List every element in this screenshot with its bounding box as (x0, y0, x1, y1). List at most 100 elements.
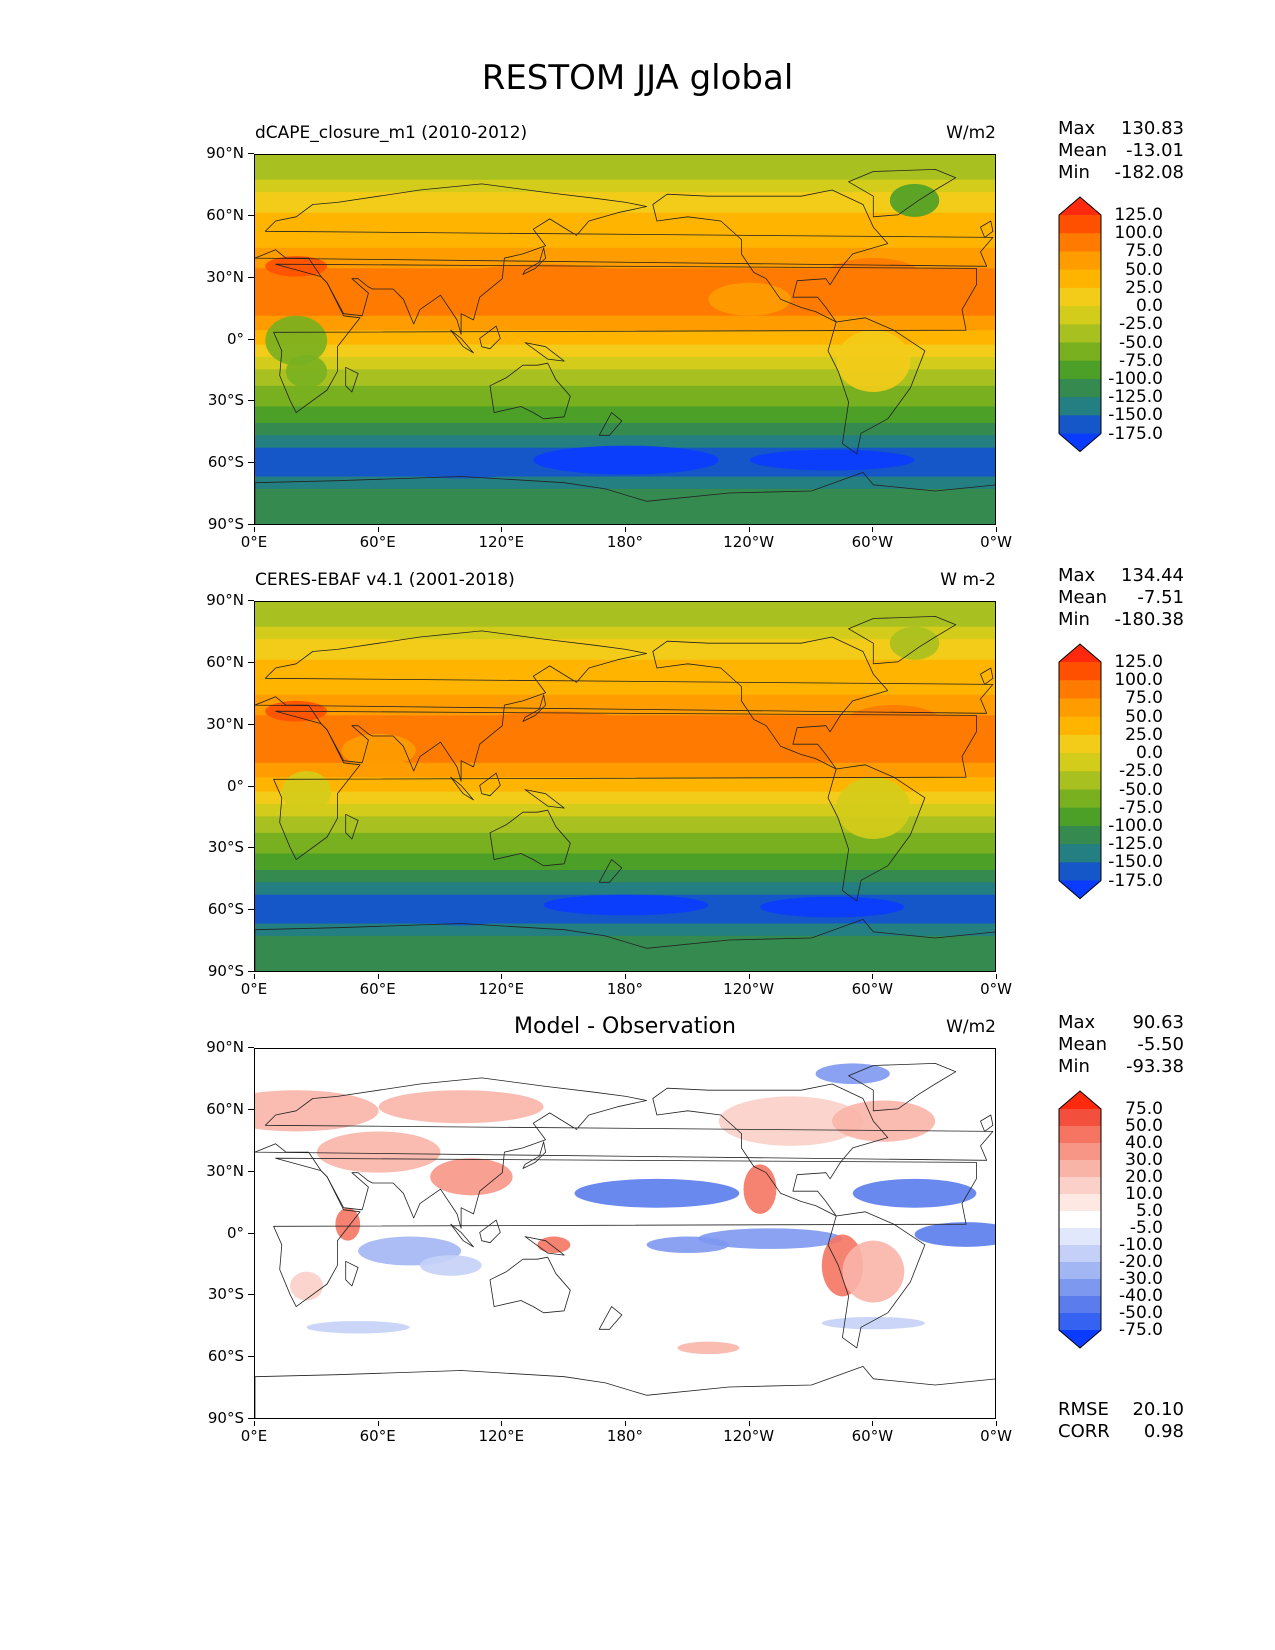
shading-feature (285, 354, 328, 388)
shading-band (255, 832, 995, 855)
x-tick-label: 60°E (338, 1421, 418, 1445)
shading-band (255, 853, 995, 871)
shading-band (255, 315, 995, 332)
stat-label: Max (1058, 565, 1096, 586)
coastline-japan (522, 247, 546, 275)
shading-feature (595, 725, 740, 759)
x-tick-label: 120°E (461, 527, 541, 551)
stat-value: 20.10 (1132, 1399, 1184, 1420)
shading-feature (677, 1341, 740, 1355)
shading-feature (889, 183, 940, 217)
coastline-antarctica (255, 919, 995, 971)
colorbar-tick-label: 25.0 (1125, 724, 1163, 745)
colorbar-segment (1059, 1126, 1101, 1144)
colorbar-segment (1059, 251, 1101, 271)
coastline-greenland (848, 616, 957, 665)
colorbar-segment (1059, 415, 1101, 435)
shading-band (255, 639, 995, 661)
shading-band (255, 923, 995, 937)
colorbar-tick-label: -100.0 (1108, 368, 1163, 389)
colorbar-segment (1059, 662, 1101, 681)
stat-value: -182.08 (1114, 162, 1184, 183)
coastline-australia (489, 1256, 571, 1314)
colorbar-tick-label: 0.0 (1135, 296, 1163, 317)
map-canvas (255, 155, 995, 524)
stat-label: Min (1058, 609, 1090, 630)
shading-feature (537, 1236, 571, 1254)
y-tick-label: 90°N (184, 1038, 254, 1056)
stat-value: -13.01 (1125, 140, 1184, 161)
stat-value: 130.83 (1121, 118, 1184, 139)
colorbar-segment (1059, 397, 1101, 416)
shading-feature (419, 1255, 482, 1276)
stat-value: -7.51 (1137, 587, 1184, 608)
stat-value: -93.38 (1125, 1056, 1184, 1077)
shading-band (255, 435, 995, 449)
colorbar-segment (1059, 1109, 1101, 1127)
colorbar-tick-label: -150.0 (1108, 405, 1163, 426)
y-tick-label: 60°N (184, 206, 254, 224)
x-tick-label: 60°E (338, 974, 418, 998)
stat-row: Mean -5.50 (1058, 1034, 1184, 1056)
shading-feature (265, 255, 328, 277)
colorbar-tick-label: 30.0 (1125, 1150, 1163, 1170)
colorbar-segment (1059, 716, 1101, 736)
coastline-eurasia (255, 183, 994, 335)
colorbar-tick-label: 125.0 (1114, 205, 1163, 225)
colorbar (1058, 643, 1102, 904)
colorbar-tick-label: 20.0 (1125, 1167, 1163, 1187)
stat-label: Mean (1058, 140, 1108, 161)
x-tick-label: 120°W (709, 1421, 789, 1445)
colorbar-extend-min (1059, 1330, 1101, 1348)
x-tick-label: 180° (585, 527, 665, 551)
coastline-sumatra (450, 1223, 474, 1248)
shading-feature (436, 268, 528, 302)
colorbar-segment (1059, 1279, 1101, 1297)
shading-feature (533, 445, 719, 475)
colorbar (1058, 643, 1102, 900)
colorbar-tick-label: -125.0 (1108, 387, 1163, 408)
colorbar-tick-label: 5.0 (1135, 1201, 1163, 1221)
coastline-nz (598, 412, 623, 436)
coastline-eurasia (255, 630, 994, 782)
coastline-sumatra (450, 776, 474, 801)
x-tick-label: 0°E (214, 1421, 294, 1445)
shading-feature (842, 1240, 905, 1303)
shading-feature (281, 771, 332, 813)
x-tick-label: 0°E (214, 974, 294, 998)
colorbar-segment (1059, 233, 1101, 252)
stat-row: Min -182.08 (1058, 162, 1184, 184)
shading-band (255, 476, 995, 490)
shading-feature (743, 1164, 777, 1214)
coastline-borneo (479, 772, 501, 797)
colorbar-segment (1059, 789, 1101, 809)
stat-value: 134.44 (1121, 565, 1184, 586)
colorbar-tick-label: -40.0 (1119, 1286, 1163, 1306)
shading-band (255, 179, 995, 194)
stat-label: Min (1058, 162, 1090, 183)
colorbar-segment (1059, 1143, 1101, 1161)
coastline-japan (522, 694, 546, 722)
colorbar-tick-label: 75.0 (1125, 241, 1163, 262)
x-tick-label: 0°E (214, 527, 294, 551)
colorbar-segment (1059, 1313, 1101, 1331)
y-tick-label: 30°N (184, 715, 254, 733)
map-frame (254, 154, 996, 525)
x-tick-label: 180° (585, 974, 665, 998)
stat-label: Mean (1058, 587, 1108, 608)
x-tick-label: 0°W (956, 1421, 1036, 1445)
coastline-uk (980, 667, 994, 685)
colorbar-tick-label: 0.0 (1135, 743, 1163, 764)
shading-feature (749, 449, 915, 471)
colorbar-outline (1058, 196, 1102, 453)
stat-value: 90.63 (1132, 1012, 1184, 1033)
map-panel-1: dCAPE_closure_m1 (2010-2012) W/m2 90°N 60°N… (0, 0, 1275, 551)
shading-band (255, 422, 995, 437)
shading-band (255, 777, 995, 793)
colorbar-tick-label: 10.0 (1125, 1184, 1163, 1204)
y-tick-label: 90°S (184, 962, 254, 980)
shading-feature (842, 705, 946, 747)
y-tick-label: 90°N (184, 144, 254, 162)
shading-feature (316, 1131, 441, 1173)
shading-feature (698, 1228, 843, 1249)
